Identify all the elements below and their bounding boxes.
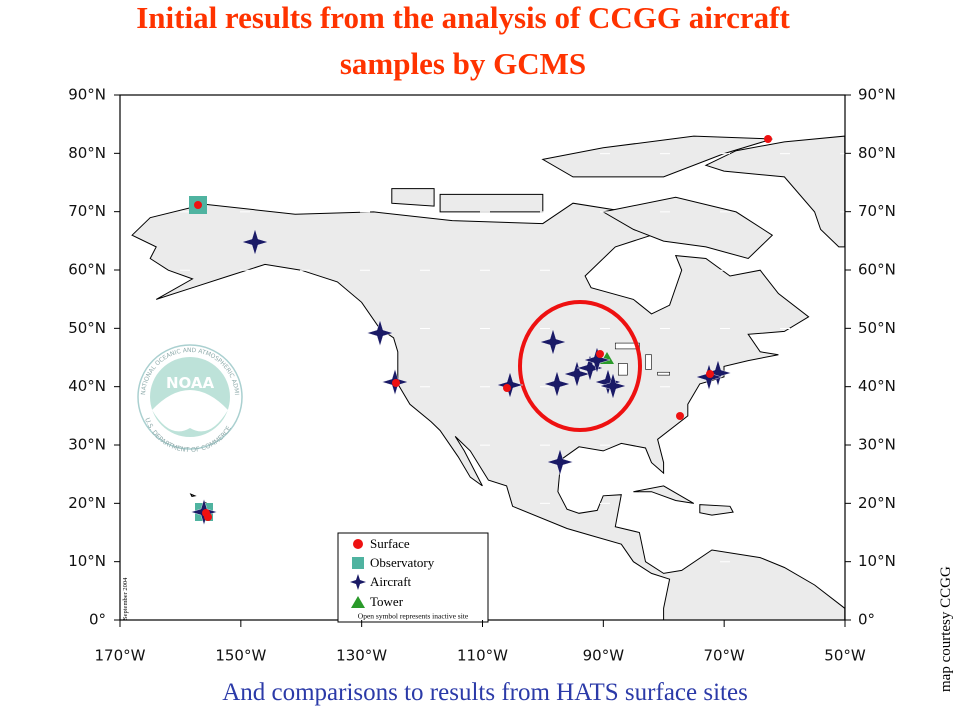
- land-shape: [391, 188, 435, 207]
- lon-label: 50°W: [824, 647, 866, 665]
- lake: [614, 342, 640, 350]
- lat-label-right: 0°: [858, 611, 875, 629]
- lon-label: 150°W: [215, 647, 266, 665]
- lat-label-right: 10°N: [858, 552, 896, 570]
- legend-observatory-symbol: [352, 557, 364, 569]
- lat-label-right: 50°N: [858, 319, 896, 337]
- land-shape: [439, 193, 544, 213]
- logo-name: NOAA: [166, 374, 215, 392]
- credit: map courtesy CCGG: [938, 566, 954, 692]
- lat-label-left: 20°N: [68, 494, 106, 512]
- legend-tower-symbol: [351, 596, 365, 608]
- lake: [657, 371, 670, 376]
- aircraft-site: [563, 360, 591, 388]
- surface-site: [764, 135, 772, 143]
- land: [131, 135, 846, 621]
- aircraft-site: [543, 370, 571, 398]
- legend: Surface Observatory Aircraft Tower Open …: [337, 532, 489, 623]
- lat-label-left: 10°N: [68, 552, 106, 570]
- lat-label-left: 30°N: [68, 436, 106, 454]
- surface-site: [392, 379, 400, 387]
- surface-site: [503, 384, 511, 392]
- sites: [189, 135, 772, 526]
- lat-label-left: 40°N: [68, 377, 106, 395]
- lat-label-left: 0°: [89, 611, 106, 629]
- lat-label-right: 30°N: [858, 436, 896, 454]
- lat-label-right: 90°N: [858, 86, 896, 104]
- surface-site: [194, 201, 202, 209]
- surface-site: [676, 412, 684, 420]
- lat-label-right: 60°N: [858, 261, 896, 279]
- land-shape: [541, 135, 773, 178]
- lat-label-left: 70°N: [68, 202, 106, 220]
- aircraft-site: [241, 228, 269, 256]
- land-shape: [189, 493, 197, 497]
- surface-site: [706, 370, 714, 378]
- lat-label-right: 20°N: [858, 494, 896, 512]
- legend-label: Observatory: [370, 555, 435, 570]
- aircraft-site: [583, 346, 611, 374]
- date-stamp: September 2004: [122, 577, 129, 620]
- land-shape: [633, 485, 695, 504]
- legend-note: Open symbol represents inactive site: [358, 612, 469, 621]
- legend-aircraft-symbol: [350, 574, 366, 590]
- legend-label: Aircraft: [370, 574, 412, 589]
- lake: [645, 354, 652, 370]
- surface-site: [596, 350, 604, 358]
- lat-label-right: 70°N: [858, 202, 896, 220]
- lon-label: 110°W: [457, 647, 508, 665]
- logo-gull: [152, 390, 228, 432]
- surface-site: [204, 513, 212, 521]
- lat-label-left: 80°N: [68, 144, 106, 162]
- legend-label: Tower: [370, 594, 404, 609]
- land-shape: [704, 135, 846, 248]
- lon-label: 170°W: [95, 647, 146, 665]
- land-shape: [131, 202, 846, 621]
- aircraft-site: [546, 448, 574, 476]
- lat-label-left: 90°N: [68, 86, 106, 104]
- aircraft-site: [539, 328, 567, 356]
- legend-surface-symbol: [353, 539, 363, 549]
- land-shape: [601, 196, 774, 260]
- highlight-circle: [518, 300, 642, 432]
- lon-label: 130°W: [336, 647, 387, 665]
- aircraft-site: [599, 372, 627, 400]
- legend-label: Surface: [370, 536, 410, 551]
- lon-label: 90°W: [583, 647, 625, 665]
- aircraft-site: [366, 319, 394, 347]
- title: Initial results from the analysis of CCG…: [136, 0, 790, 81]
- lat-label-left: 60°N: [68, 261, 106, 279]
- lake: [617, 363, 628, 376]
- aircraft-site: [496, 371, 524, 399]
- subtitle: And comparisons to results from HATS sur…: [222, 679, 748, 706]
- lon-label: 70°W: [703, 647, 745, 665]
- lat-label-right: 80°N: [858, 144, 896, 162]
- lat-label-left: 50°N: [68, 319, 106, 337]
- lat-label-right: 40°N: [858, 377, 896, 395]
- land-shape: [699, 504, 734, 516]
